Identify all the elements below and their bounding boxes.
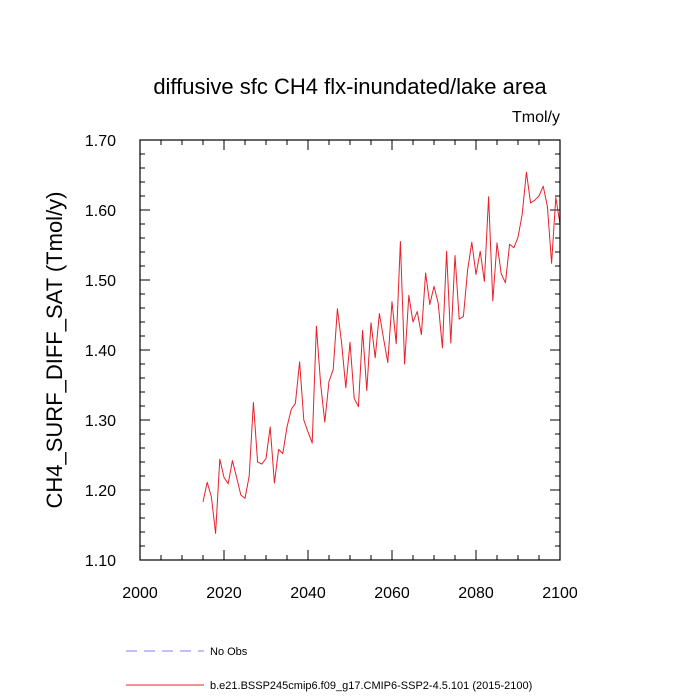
x-tick-label: 2100 [542, 585, 578, 602]
chart-title: diffusive sfc CH4 flx-inundated/lake are… [153, 74, 547, 99]
units-label: Tmol/y [512, 109, 560, 126]
x-tick-label: 2040 [290, 585, 326, 602]
legend-label-ssp245: b.e21.BSSP245cmip6.f09_g17.CMIP6-SSP2-4.… [210, 680, 532, 692]
legend: No Obs b.e21.BSSP245cmip6.f09_g17.CMIP6-… [126, 646, 532, 692]
x-tick-labels: 2000 2020 2040 2060 2080 2100 [122, 585, 578, 602]
y-tick-labels: 1.10 1.20 1.30 1.40 1.50 1.60 1.70 [85, 133, 116, 570]
x-tick-label: 2000 [122, 585, 158, 602]
y-tick-label: 1.40 [85, 343, 116, 360]
x-tick-label: 2060 [374, 585, 410, 602]
x-tick-label: 2080 [458, 585, 494, 602]
y-tick-label: 1.50 [85, 273, 116, 290]
legend-label-no-obs: No Obs [210, 646, 248, 658]
y-tick-label: 1.60 [85, 203, 116, 220]
y-tick-label: 1.70 [85, 133, 116, 150]
y-axis-label: CH4_SURF_DIFF_SAT (Tmol/y) [42, 191, 67, 508]
axis-ticks [139, 139, 561, 561]
plot-frame [139, 139, 561, 561]
data-series [202, 171, 561, 534]
y-tick-label: 1.10 [85, 553, 116, 570]
series-line-ssp245 [202, 171, 561, 534]
y-tick-label: 1.30 [85, 413, 116, 430]
y-tick-label: 1.20 [85, 483, 116, 500]
x-tick-label: 2020 [206, 585, 242, 602]
